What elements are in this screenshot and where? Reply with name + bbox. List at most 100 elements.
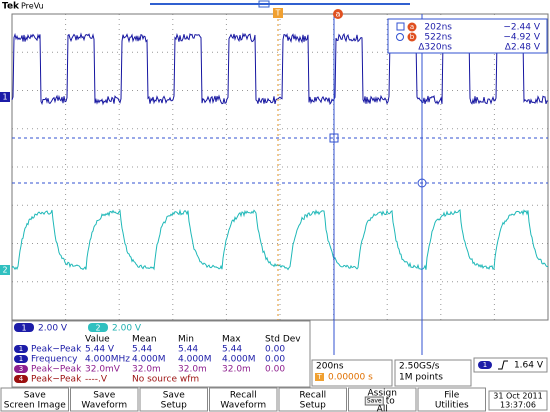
meas-label: Peak−Peak — [31, 365, 82, 375]
ch2-marker — [0, 265, 10, 275]
horizontal-panel — [311, 359, 393, 387]
meas-column-header: Value — [85, 335, 110, 345]
menu-button-label[interactable]: Save — [93, 391, 116, 401]
cursor-a-icon — [396, 22, 405, 31]
meas-source: 4 — [19, 375, 24, 383]
trigger-panel — [473, 357, 548, 373]
record-window — [258, 0, 270, 8]
brand: Tek — [2, 2, 20, 12]
ch1-marker-label: 1 — [2, 93, 7, 102]
datetime-box — [488, 390, 548, 411]
record-length: 1M points — [399, 373, 443, 383]
menu-button-label[interactable]: to — [386, 397, 396, 407]
meas-cell: 5.44 V — [85, 345, 115, 355]
ch2-scale-id: 2 — [95, 324, 100, 333]
meas-cell: 4.000M — [178, 355, 212, 365]
meas-cell: 5.44 — [178, 345, 198, 355]
meas-cell: 4.000M — [222, 355, 256, 365]
cursor-b-point — [417, 178, 427, 188]
menu-button[interactable] — [139, 387, 208, 412]
save-key-label[interactable]: Save — [367, 398, 382, 405]
meas-cell: 32.0m — [132, 365, 161, 375]
menu-button-label[interactable]: Setup — [300, 401, 326, 411]
trigger-marker-label: T — [275, 9, 281, 18]
meas-label: Peak−Peak — [31, 345, 82, 355]
meas-cell: 0.00 — [265, 365, 285, 375]
menu-button-label[interactable]: Screen Image — [4, 401, 66, 411]
cursor-b-icon — [396, 33, 404, 41]
cursor-b-badge — [407, 32, 417, 42]
meas-cell: No source wfm — [132, 375, 199, 385]
trigger-marker — [273, 8, 283, 18]
cursor-delta-volt: Δ2.48 V — [505, 43, 541, 53]
meas-label: Frequency — [31, 355, 78, 365]
menu-button-label[interactable]: Utilities — [435, 401, 469, 411]
trigger-slope-icon — [498, 360, 508, 370]
menu-button-label[interactable]: File — [444, 391, 460, 401]
trigger-source-badge — [478, 361, 492, 369]
menu-button-label[interactable]: Save — [163, 391, 186, 401]
meas-source: 1 — [19, 355, 23, 363]
save-key-icon — [364, 396, 384, 406]
menu-button-label[interactable]: Assign — [368, 389, 397, 399]
menu-button[interactable] — [209, 387, 278, 412]
acq-mode: PreVu — [21, 2, 44, 11]
date: 31 Oct 2011 — [493, 392, 542, 401]
meas-source-badge — [14, 345, 28, 353]
cursor-a-badge — [407, 22, 417, 32]
meas-cell: 0.00 — [265, 355, 285, 365]
ch2-scale: 2.00 V — [112, 324, 142, 334]
ch1-scale-id: 1 — [21, 324, 26, 333]
acquisition-panel — [394, 359, 472, 387]
cursor-a-marker — [333, 9, 343, 19]
meas-source-badge — [14, 365, 28, 373]
menu-button[interactable] — [70, 387, 139, 412]
meas-cell: 4.000MHz — [85, 355, 130, 365]
meas-cell: 32.0m — [178, 365, 207, 375]
trigger-pos-icon — [315, 373, 324, 381]
menu-button-label[interactable]: Waveform — [220, 401, 266, 411]
horizontal-scale: 200ns — [316, 362, 344, 372]
cursor-b-time: 522ns — [424, 33, 452, 43]
menu-button-label[interactable]: Recall — [230, 391, 257, 401]
meas-cell: 5.44 — [222, 345, 242, 355]
menu-button[interactable] — [0, 387, 69, 412]
meas-source: 1 — [19, 345, 23, 353]
ch2-scale-badge — [88, 323, 108, 332]
time: 13:37:06 — [500, 401, 536, 410]
meas-cell: ----.V — [85, 375, 108, 385]
menu-button-label[interactable]: Waveform — [81, 401, 127, 411]
meas-cell: 32.0mV — [85, 365, 121, 375]
trigger-source: 1 — [483, 361, 487, 369]
meas-cell: 32.0m — [222, 365, 251, 375]
ch2-waveform — [11, 208, 549, 271]
menu-button[interactable] — [417, 387, 486, 412]
trigger-position: 0.00000 s — [328, 373, 373, 383]
menu-button-label[interactable]: Save — [24, 391, 47, 401]
menu-button[interactable] — [278, 387, 347, 412]
ch1-marker — [0, 92, 10, 102]
meas-column-header: Max — [222, 335, 241, 345]
meas-cell: 4.000M — [132, 355, 166, 365]
trigger-pos-icon-label: T — [316, 373, 322, 381]
meas-cell: 5.44 — [132, 345, 152, 355]
cursor-b-badge-label: b — [410, 33, 415, 41]
menu-button-label[interactable]: Recall — [299, 391, 326, 401]
ch2-marker-label: 2 — [2, 266, 7, 275]
menu-button-label[interactable]: Setup — [161, 401, 187, 411]
menu-button-label[interactable]: All — [377, 405, 388, 412]
meas-column-header: Min — [178, 335, 194, 345]
cursor-delta-time: Δ320ns — [418, 43, 452, 53]
meas-source-badge — [14, 375, 28, 383]
cursor-a-time: 202ns — [424, 23, 452, 33]
cursor-a-badge-label: a — [410, 23, 414, 31]
trigger-level: 1.64 V — [514, 361, 544, 371]
meas-cell: 0.00 — [265, 345, 285, 355]
meas-label: Peak−Peak — [31, 375, 82, 385]
cursor-a-volt: −2.44 V — [503, 23, 540, 33]
ch1-scale-badge — [14, 323, 34, 332]
cursor-a-marker-label: a — [336, 10, 341, 19]
